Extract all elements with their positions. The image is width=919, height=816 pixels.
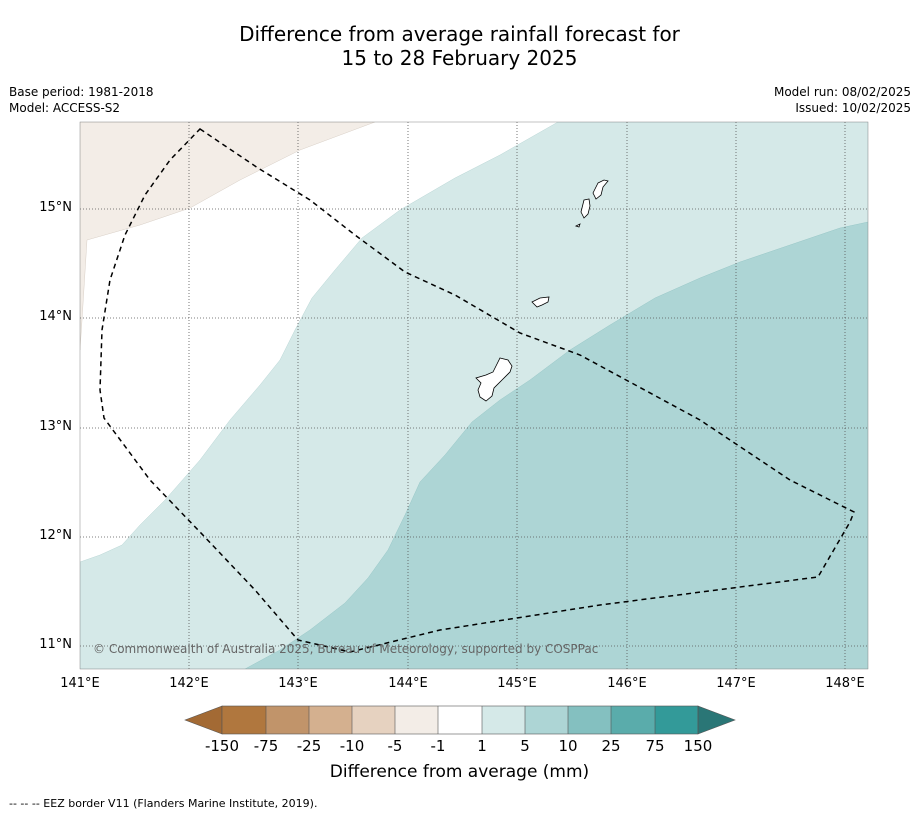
title-line-2: 15 to 28 February 2025	[341, 46, 578, 70]
guam-island	[475, 357, 513, 402]
colorbar-tick: 5	[520, 737, 530, 755]
graticule	[80, 122, 868, 669]
colorbar-segment	[438, 706, 482, 734]
rota-island	[531, 296, 550, 308]
map-frame	[79, 121, 869, 670]
lon-label-146e: 146°E	[607, 676, 647, 691]
saipan-island	[592, 179, 609, 200]
meta-left: Base period: 1981-2018 Model: ACCESS-S2	[9, 84, 154, 116]
colorbar-tick: -1	[430, 737, 446, 755]
colorbar-segment	[222, 706, 266, 734]
colorbar-segment	[352, 706, 395, 734]
base-period: Base period: 1981-2018	[9, 85, 154, 99]
eez-footnote: -- -- -- EEZ border V11 (Flanders Marine…	[9, 797, 318, 810]
title-line-1: Difference from average rainfall forecas…	[239, 22, 680, 46]
colorbar-tick: 150	[683, 737, 713, 755]
lon-label-141e: 141°E	[60, 676, 100, 691]
colorbar-title: Difference from average (mm)	[329, 762, 590, 782]
aguijan-island	[574, 223, 581, 228]
lon-label-144e: 144°E	[388, 676, 428, 691]
lon-label-145e: 145°E	[497, 676, 537, 691]
colorbar-segment	[309, 706, 352, 734]
eez-border	[99, 128, 855, 653]
colorbar-segment	[568, 706, 611, 734]
colorbar-arrow-high	[697, 705, 736, 735]
lon-label-143e: 143°E	[278, 676, 318, 691]
lat-label-11n: 11°N	[39, 637, 72, 652]
lon-label-142e: 142°E	[169, 676, 209, 691]
colorbar-tick: 25	[601, 737, 621, 755]
copyright-notice: © Commonwealth of Australia 2025, Bureau…	[93, 642, 599, 656]
colorbar-segment	[525, 706, 568, 734]
model-name: Model: ACCESS-S2	[9, 101, 121, 115]
colorbar-segment	[611, 706, 655, 734]
wet-region-5-10	[244, 221, 868, 669]
colorbar-tick: -5	[387, 737, 403, 755]
issued-date: Issued: 10/02/2025	[795, 101, 911, 115]
dry-region	[80, 122, 376, 351]
model-run: Model run: 08/02/2025	[773, 85, 911, 99]
colorbar-tick: -10	[339, 737, 365, 755]
colorbar-segment	[482, 706, 525, 734]
colorbar-tick: -25	[296, 737, 322, 755]
colorbar-segment	[395, 706, 438, 734]
colorbar-arrow-low	[184, 705, 223, 735]
colorbar-segment	[655, 706, 698, 734]
lon-label-147e: 147°E	[716, 676, 756, 691]
colorbar-tick: 75	[645, 737, 665, 755]
lon-label-148e: 148°E	[825, 676, 865, 691]
colorbar-tick: -75	[253, 737, 279, 755]
meta-right: Model run: 08/02/2025 Issued: 10/02/2025	[774, 84, 911, 116]
colorbar-segment	[266, 706, 309, 734]
lat-label-15n: 15°N	[39, 200, 72, 215]
map-title: Difference from average rainfall forecas…	[0, 22, 919, 70]
colorbar-tick: -150	[204, 737, 240, 755]
tinian-island	[580, 198, 591, 219]
colorbar	[184, 705, 736, 735]
lat-label-14n: 14°N	[39, 309, 72, 324]
colorbar-tick: 1	[477, 737, 487, 755]
lat-label-13n: 13°N	[39, 419, 72, 434]
colorbar-tick: 10	[558, 737, 578, 755]
lat-label-12n: 12°N	[39, 528, 72, 543]
